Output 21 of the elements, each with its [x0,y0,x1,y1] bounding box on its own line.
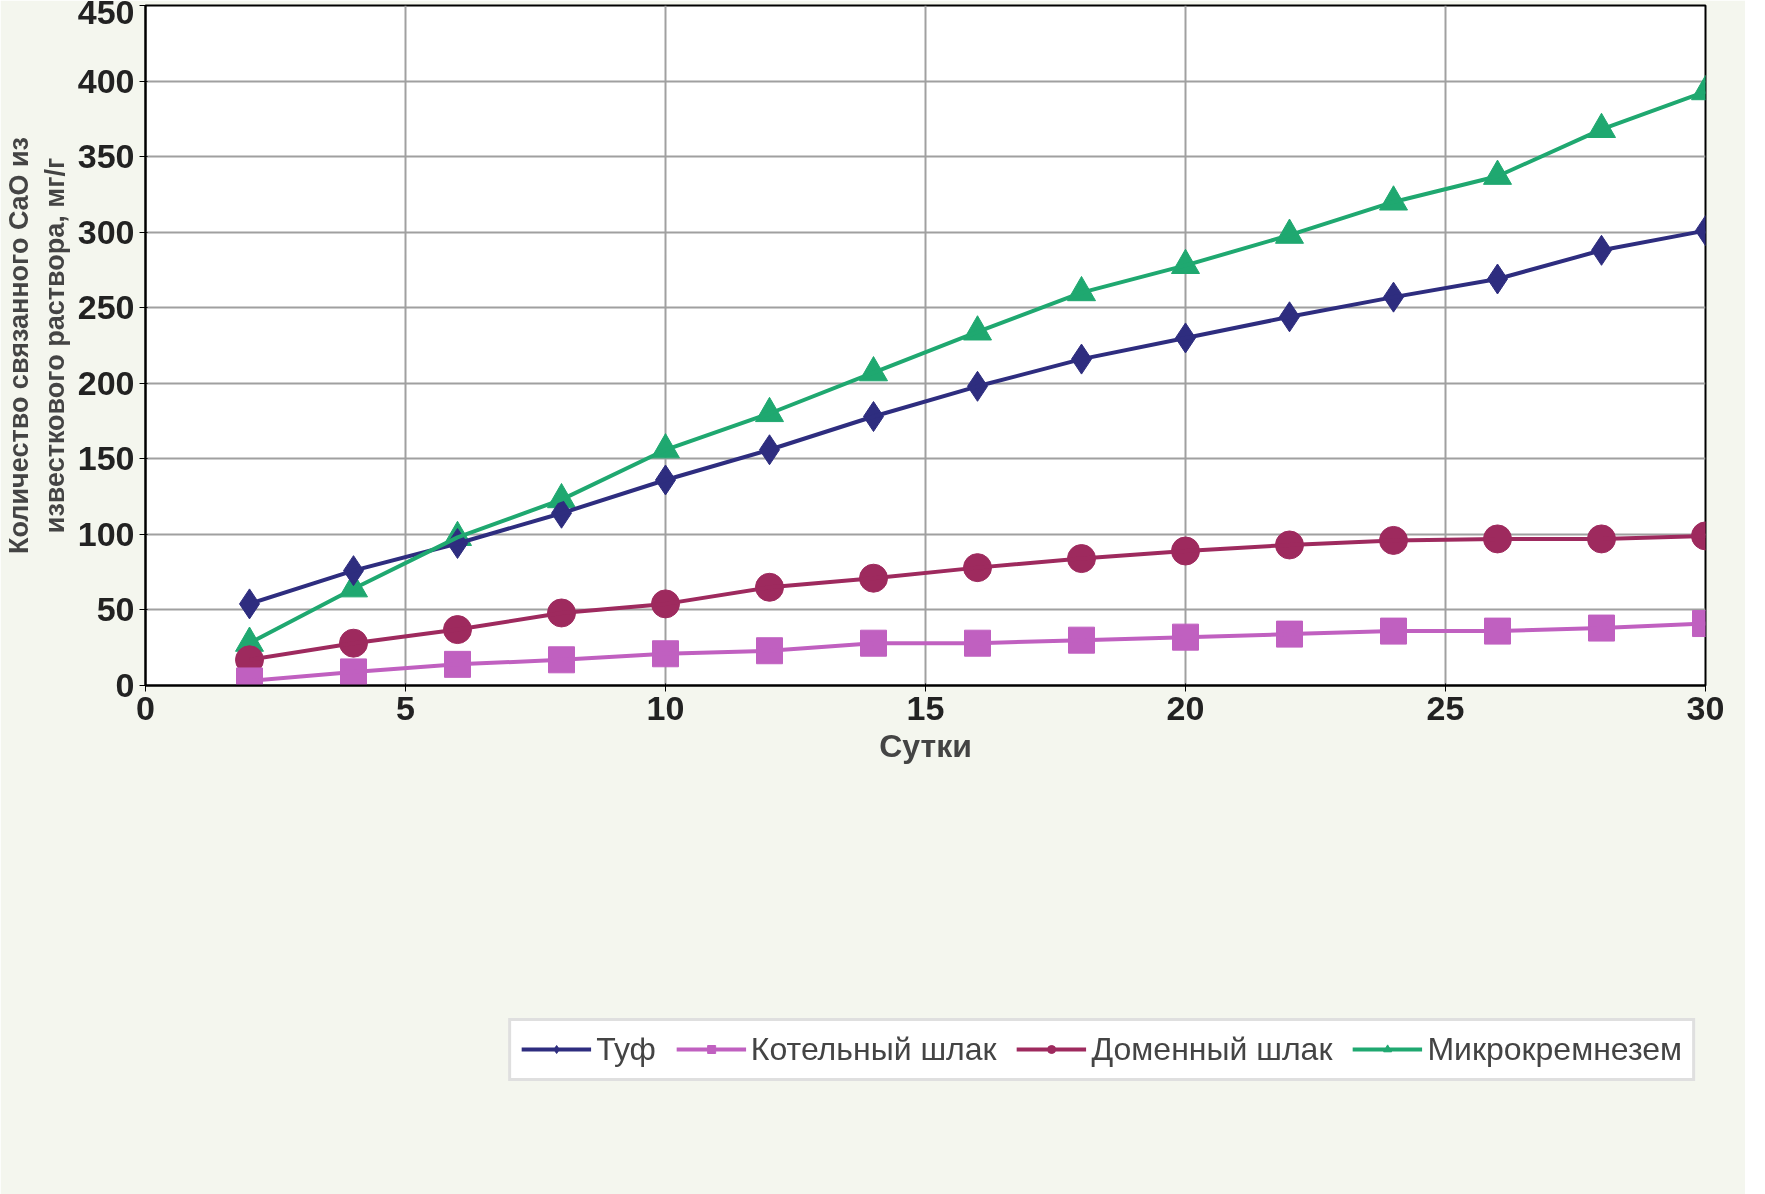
y-tick-label: 100 [77,514,135,553]
y-tick-label: 350 [77,137,135,176]
x-tick-label: 30 [1686,688,1725,727]
legend-label: Туф [596,1030,656,1068]
x-tick-label: 15 [906,688,945,727]
y-tick-label: 250 [77,288,135,327]
x-tick-label: 5 [396,688,415,727]
y-tick-label: 50 [96,590,135,629]
legend-label: Доменный шлак [1091,1030,1333,1068]
legend-label: Микрокремнезем [1427,1030,1682,1068]
legend-label: Котельный шлак [750,1030,997,1068]
x-tick-label: 20 [1166,688,1205,727]
x-tick-label: 10 [646,688,685,727]
x-axis-title: Сутки [879,727,972,764]
y-tick-label: 150 [77,439,135,478]
x-tick-label: 25 [1426,688,1465,727]
y-tick-label: 200 [77,363,135,402]
y-tick-label: 300 [77,212,135,251]
y-tick-label: 450 [77,0,135,31]
y-axis-title: Количество связанного CaO из известкового раствора, мг/г [3,137,70,554]
y-tick-label: 400 [77,61,135,100]
